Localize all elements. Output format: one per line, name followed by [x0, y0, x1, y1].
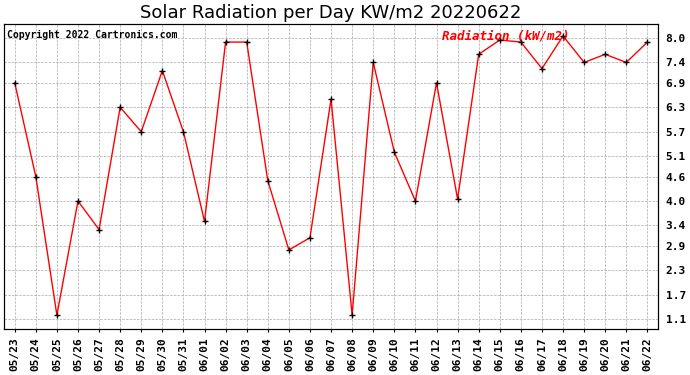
Title: Solar Radiation per Day KW/m2 20220622: Solar Radiation per Day KW/m2 20220622	[140, 4, 522, 22]
Text: Radiation (kW/m2): Radiation (kW/m2)	[442, 30, 570, 43]
Text: Copyright 2022 Cartronics.com: Copyright 2022 Cartronics.com	[8, 30, 178, 40]
